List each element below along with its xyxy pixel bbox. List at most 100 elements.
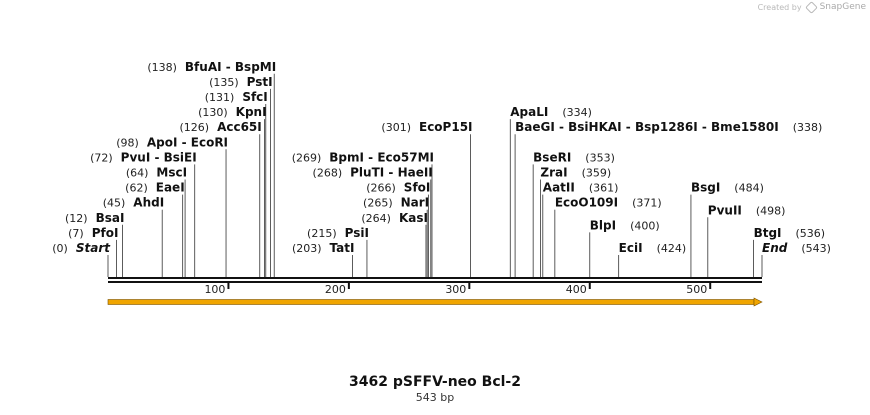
site-position: (338): [793, 121, 823, 134]
ruler-tick-label: 100: [204, 283, 225, 296]
site-enzyme-name[interactable]: BaeGI - BsiHKAI - Bsp1286I - Bme1580I: [515, 120, 779, 134]
site-tati[interactable]: (203) TatI: [292, 241, 355, 277]
site-bseri[interactable]: (353) BseRI: [532, 150, 615, 277]
site-enzyme-name[interactable]: PvuI - BsiEI: [121, 150, 197, 164]
site-btgi[interactable]: (536) BtgI: [753, 226, 826, 277]
feature-arrowhead: [753, 297, 763, 307]
site-enzyme-name[interactable]: NarI: [401, 196, 430, 210]
site-enzyme-name[interactable]: PluTI - HaeII: [350, 166, 433, 180]
site-position: (98): [116, 136, 139, 149]
site-enzyme-name[interactable]: BseRI: [533, 150, 571, 164]
site-pfoi[interactable]: (7) PfoI: [68, 226, 118, 277]
site-apoi[interactable]: (98) ApoI - EcoRI: [116, 135, 228, 277]
site-baegi[interactable]: (338) BaeGI - BsiHKAI - Bsp1286I - Bme158…: [514, 120, 823, 277]
site-enzyme-name[interactable]: BpmI - Eco57MI: [329, 150, 434, 164]
site-position: (269): [292, 151, 322, 164]
site-psti[interactable]: (135) PstI: [209, 75, 273, 277]
site-eaei[interactable]: (62) EaeI: [125, 181, 185, 277]
site-position: (45): [103, 197, 126, 210]
site-position: (7): [68, 227, 84, 240]
site-enzyme-name[interactable]: EcoO109I: [555, 196, 618, 210]
site-bfuai[interactable]: (138) BfuAI - BspMI: [147, 60, 276, 277]
site-enzyme-name[interactable]: Start: [76, 241, 111, 255]
site-enzyme-name[interactable]: End: [762, 241, 788, 255]
site-enzyme-name[interactable]: BlpI: [590, 218, 616, 232]
site-enzyme-name[interactable]: AhdI: [133, 196, 164, 210]
site-position: (268): [313, 167, 343, 180]
site-ahdi[interactable]: (45) AhdI: [103, 196, 164, 277]
site-acc65i[interactable]: (126) Acc65I: [179, 120, 262, 277]
credit: Created by SnapGene: [757, 0, 866, 14]
feature-bar[interactable]: [107, 299, 755, 305]
site-enzyme-name[interactable]: EcoP15I: [419, 120, 473, 134]
site-enzyme-name[interactable]: EciI: [619, 241, 643, 255]
site-position: (138): [147, 61, 177, 74]
site-bpmi[interactable]: (269) BpmI - Eco57MI: [292, 150, 434, 277]
ruler-tick-label: 300: [445, 283, 466, 296]
site-enzyme-name[interactable]: Acc65I: [217, 120, 262, 134]
site-ecop15i[interactable]: (301) EcoP15I: [381, 120, 473, 277]
site-enzyme-name[interactable]: ApoI - EcoRI: [147, 135, 228, 149]
site-aatii[interactable]: (361) AatII: [542, 181, 619, 277]
site-enzyme-name[interactable]: BtgI: [754, 226, 782, 240]
ruler-tick-label: 500: [686, 283, 707, 296]
site-enzyme-name[interactable]: TatI: [330, 241, 355, 255]
site-enzyme-name[interactable]: PstI: [247, 75, 273, 89]
site-enzyme-name[interactable]: MscI: [156, 166, 187, 180]
site-position: (62): [125, 182, 148, 195]
site-enzyme-name[interactable]: SfcI: [242, 90, 267, 104]
site-position: (12): [65, 212, 88, 225]
site-nari[interactable]: (265) NarI: [363, 196, 429, 277]
site-msci[interactable]: (64) MscI: [126, 166, 187, 278]
credit-prefix: Created by: [757, 2, 802, 12]
site-zrai[interactable]: (359) ZraI: [539, 166, 612, 278]
site-kasi[interactable]: (264) KasI: [361, 211, 428, 277]
site-end[interactable]: (543) End: [761, 241, 831, 277]
ruler-tick-label: 400: [566, 283, 587, 296]
site-pvuii[interactable]: (498) PvuII: [707, 203, 786, 277]
site-position: (0): [52, 242, 68, 255]
site-position: (131): [205, 91, 235, 104]
site-enzyme-name[interactable]: ZraI: [540, 166, 567, 180]
site-psii[interactable]: (215) PsiI: [307, 226, 369, 277]
site-blpi[interactable]: (400) BlpI: [589, 218, 660, 277]
site-sfoi[interactable]: (266) SfoI: [366, 181, 430, 277]
site-start[interactable]: (0) Start: [52, 241, 111, 277]
site-position: (536): [796, 227, 826, 240]
site-enzyme-name[interactable]: KasI: [399, 211, 428, 225]
map-title: 3462 pSFFV-neo Bcl-2: [349, 374, 521, 390]
site-enzyme-name[interactable]: PvuII: [708, 203, 742, 217]
site-kpni[interactable]: (130) KpnI: [198, 105, 267, 277]
site-enzyme-name[interactable]: PfoI: [92, 226, 119, 240]
site-enzyme-name[interactable]: EaeI: [156, 181, 185, 195]
site-position: (359): [582, 167, 612, 180]
site-position: (484): [734, 182, 764, 195]
site-enzyme-name[interactable]: BsaI: [96, 211, 125, 225]
site-position: (361): [589, 182, 619, 195]
site-position: (265): [363, 197, 393, 210]
site-enzyme-name[interactable]: AatII: [543, 181, 575, 195]
site-sfci[interactable]: (131) SfcI: [205, 90, 268, 277]
site-position: (126): [179, 121, 209, 134]
site-position: (130): [198, 106, 228, 119]
site-enzyme-name[interactable]: ApaLI: [510, 105, 548, 119]
site-ecoo109i[interactable]: (371) EcoO109I: [554, 196, 662, 277]
site-position: (72): [90, 151, 113, 164]
site-enzyme-name[interactable]: PsiI: [345, 226, 369, 240]
site-position: (215): [307, 227, 337, 240]
site-pluti[interactable]: (268) PluTI - HaeII: [313, 166, 433, 278]
site-enzyme-name[interactable]: SfoI: [404, 181, 431, 195]
site-position: (203): [292, 242, 322, 255]
site-enzyme-name[interactable]: BfuAI - BspMI: [185, 60, 276, 74]
site-enzyme-name[interactable]: BsgI: [691, 181, 720, 195]
site-position: (400): [630, 219, 660, 232]
site-apali[interactable]: (334) ApaLI: [509, 105, 592, 277]
site-bsai[interactable]: (12) BsaI: [65, 211, 124, 277]
site-bsgi[interactable]: (484) BsgI: [690, 181, 764, 277]
site-pvui[interactable]: (72) PvuI - BsiEI: [90, 150, 197, 277]
site-ecii[interactable]: (424) EciI: [618, 241, 687, 277]
site-enzyme-name[interactable]: KpnI: [236, 105, 267, 119]
map-length: 543 bp: [415, 391, 455, 404]
site-position: (424): [657, 242, 687, 255]
